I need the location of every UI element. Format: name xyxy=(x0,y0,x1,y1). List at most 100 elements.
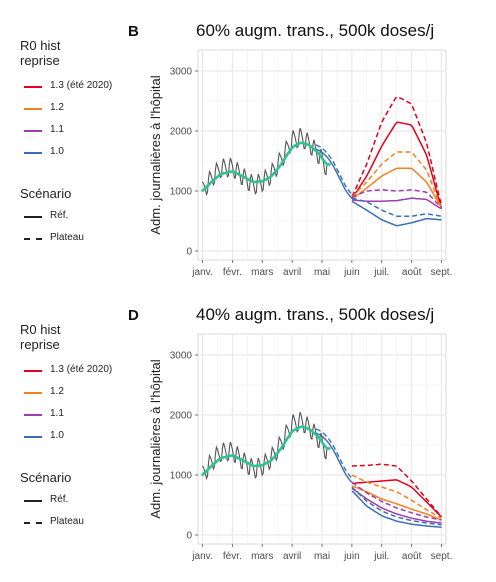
x-tick-label: mai xyxy=(314,551,330,562)
x-tick-label: févr. xyxy=(223,551,242,562)
legend-swatch-solid xyxy=(24,216,42,218)
series-line xyxy=(351,486,442,526)
legend-label: 1.3 (été 2020) xyxy=(50,364,113,375)
legend-swatch xyxy=(24,130,42,132)
series-line xyxy=(351,485,442,521)
legend-item-r0-1-2: 1.2 xyxy=(20,98,150,120)
legend-swatch xyxy=(24,414,42,416)
observed-series xyxy=(202,127,328,197)
common-forecast-plateau xyxy=(315,144,353,195)
x-tick-label: avril xyxy=(283,551,301,562)
smoothed-series xyxy=(201,141,331,192)
legend-r0-title-line1: R0 hist xyxy=(20,322,61,337)
legend-label: 1.1 xyxy=(50,408,64,419)
legend-swatch xyxy=(24,370,42,372)
x-tick-label: févr. xyxy=(223,267,242,278)
legend-item-scenario-plateau: Plateau xyxy=(20,228,150,250)
series-line xyxy=(351,474,442,519)
legend-item-r0-1-0: 1.0 xyxy=(20,142,150,164)
legend-r0-title-line1: R0 hist xyxy=(20,38,61,53)
series-line xyxy=(351,121,443,208)
legend-item-r0-1-1: 1.1 xyxy=(20,120,150,142)
x-tick-label: mars xyxy=(251,551,273,562)
x-tick-label: sept. xyxy=(431,267,453,278)
y-axis-label: Adm. journalières à l'hôpital xyxy=(148,75,163,234)
legend-swatch xyxy=(24,108,42,110)
y-tick-label: 1000 xyxy=(170,471,193,482)
legend-label: 1.2 xyxy=(50,386,64,397)
legend-r0-title-line2: reprise xyxy=(20,53,60,68)
chart-title: 40% augm. trans., 500k doses/j xyxy=(196,305,434,324)
x-tick-label: mai xyxy=(314,267,330,278)
common-forecast-ref xyxy=(315,148,353,199)
legend-swatch-dashed xyxy=(24,522,42,524)
panel-letter: D xyxy=(128,307,139,324)
legend-item-scenario-plateau: Plateau xyxy=(20,512,150,534)
y-tick-label: 2000 xyxy=(170,411,193,422)
panel-letter: B xyxy=(128,23,139,40)
series-line xyxy=(351,167,443,208)
y-tick-label: 3000 xyxy=(170,351,193,362)
series-line xyxy=(351,189,442,208)
y-tick-label: 1000 xyxy=(170,187,193,198)
y-tick-label: 0 xyxy=(186,531,192,542)
x-tick-label: janv. xyxy=(191,551,212,562)
legend-label: Réf. xyxy=(50,210,69,221)
x-tick-label: juin xyxy=(343,267,360,278)
y-tick-label: 3000 xyxy=(170,67,193,78)
smoothed-series xyxy=(201,425,331,476)
legend-swatch-solid xyxy=(24,500,42,502)
legend-label: 1.1 xyxy=(50,124,64,135)
legend-label: Plateau xyxy=(50,516,84,527)
chart-svg: 0 1000 2000 3000 janv. févr. mars avril mai juin j… xyxy=(128,21,453,278)
legend-item-r0-1-1: 1.1 xyxy=(20,404,150,426)
observed-series xyxy=(202,411,328,481)
legend: R0 hist reprise 1.3 (été 2020) 1.2 1.1 1… xyxy=(20,38,150,250)
legend-item-r0-1-0: 1.0 xyxy=(20,426,150,448)
x-tick-label: août xyxy=(402,267,422,278)
x-tick-label: juil. xyxy=(373,267,389,278)
legend-scenario-title: Scénario xyxy=(20,470,72,485)
y-tick-label: 2000 xyxy=(170,127,193,138)
series-line xyxy=(351,151,443,209)
legend-swatch xyxy=(24,152,42,154)
legend-label: Plateau xyxy=(50,232,84,243)
y-tick-label: 0 xyxy=(186,247,192,258)
legend-item-scenario-ref: Réf. xyxy=(20,206,150,228)
common-forecast-ref xyxy=(315,432,353,483)
series-line xyxy=(351,463,443,518)
chart-title: 60% augm. trans., 500k doses/j xyxy=(196,21,434,40)
legend-label: 1.3 (été 2020) xyxy=(50,80,113,91)
legend-swatch-dashed xyxy=(24,238,42,240)
legend-item-r0-1-3: 1.3 (été 2020) xyxy=(20,76,150,98)
legend-label: 1.2 xyxy=(50,102,64,113)
x-tick-label: sept. xyxy=(431,551,453,562)
chart-panel-b: R0 hist reprise 1.3 (été 2020) 1.2 1.1 1… xyxy=(0,8,496,292)
x-tick-label: mars xyxy=(251,267,273,278)
series-line xyxy=(351,490,442,528)
x-tick-label: janv. xyxy=(191,267,212,278)
x-tick-label: avril xyxy=(283,267,301,278)
common-forecast-plateau xyxy=(315,428,353,479)
x-tick-label: juin xyxy=(343,551,360,562)
legend: R0 hist reprise 1.3 (été 2020) 1.2 1.1 1… xyxy=(20,322,150,534)
series-line xyxy=(351,197,442,210)
chart-panel-d: R0 hist reprise 1.3 (été 2020) 1.2 1.1 1… xyxy=(0,292,496,576)
legend-swatch xyxy=(24,392,42,394)
legend-item-scenario-ref: Réf. xyxy=(20,490,150,512)
legend-label: 1.0 xyxy=(50,146,64,157)
legend-label: Réf. xyxy=(50,494,69,505)
x-tick-label: août xyxy=(402,551,422,562)
chart-svg: 0 1000 2000 3000 janv. févr. mars avril mai juin j… xyxy=(128,305,453,562)
x-tick-label: juil. xyxy=(373,551,389,562)
legend-label: 1.0 xyxy=(50,430,64,441)
series-line xyxy=(351,487,442,524)
legend-swatch xyxy=(24,436,42,438)
legend-r0-title-line2: reprise xyxy=(20,337,60,352)
series-line xyxy=(351,197,442,217)
series-line xyxy=(351,481,442,521)
series-line xyxy=(351,96,443,205)
y-axis-label: Adm. journalières à l'hôpital xyxy=(148,359,163,518)
legend-item-r0-1-2: 1.2 xyxy=(20,382,150,404)
legend-item-r0-1-3: 1.3 (été 2020) xyxy=(20,360,150,382)
